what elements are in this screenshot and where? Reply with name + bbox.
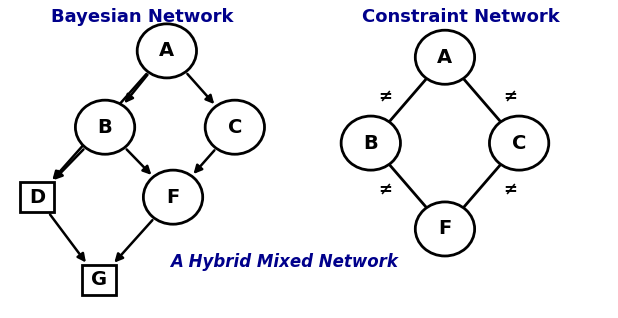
Ellipse shape — [143, 170, 203, 224]
Text: D: D — [29, 188, 45, 207]
Text: C: C — [512, 134, 527, 153]
Text: A: A — [159, 41, 174, 60]
Text: B: B — [98, 118, 112, 137]
Text: C: C — [227, 118, 242, 137]
Text: B: B — [363, 134, 378, 153]
Ellipse shape — [137, 24, 197, 78]
Text: G: G — [91, 270, 107, 289]
Text: Bayesian Network: Bayesian Network — [51, 8, 234, 26]
Ellipse shape — [341, 116, 400, 170]
Text: ≠: ≠ — [378, 88, 392, 106]
Text: F: F — [166, 188, 180, 207]
Text: ≠: ≠ — [503, 88, 517, 106]
Ellipse shape — [75, 100, 135, 154]
Text: F: F — [438, 219, 452, 238]
Bar — [20, 182, 54, 212]
Ellipse shape — [415, 202, 475, 256]
Text: ≠: ≠ — [503, 180, 517, 198]
Text: ≠: ≠ — [378, 180, 392, 198]
Text: A Hybrid Mixed Network: A Hybrid Mixed Network — [171, 253, 398, 271]
Text: A: A — [438, 48, 452, 67]
Bar — [82, 265, 116, 295]
Ellipse shape — [415, 30, 475, 84]
Ellipse shape — [489, 116, 549, 170]
Text: Constraint Network: Constraint Network — [362, 8, 559, 26]
Ellipse shape — [205, 100, 265, 154]
